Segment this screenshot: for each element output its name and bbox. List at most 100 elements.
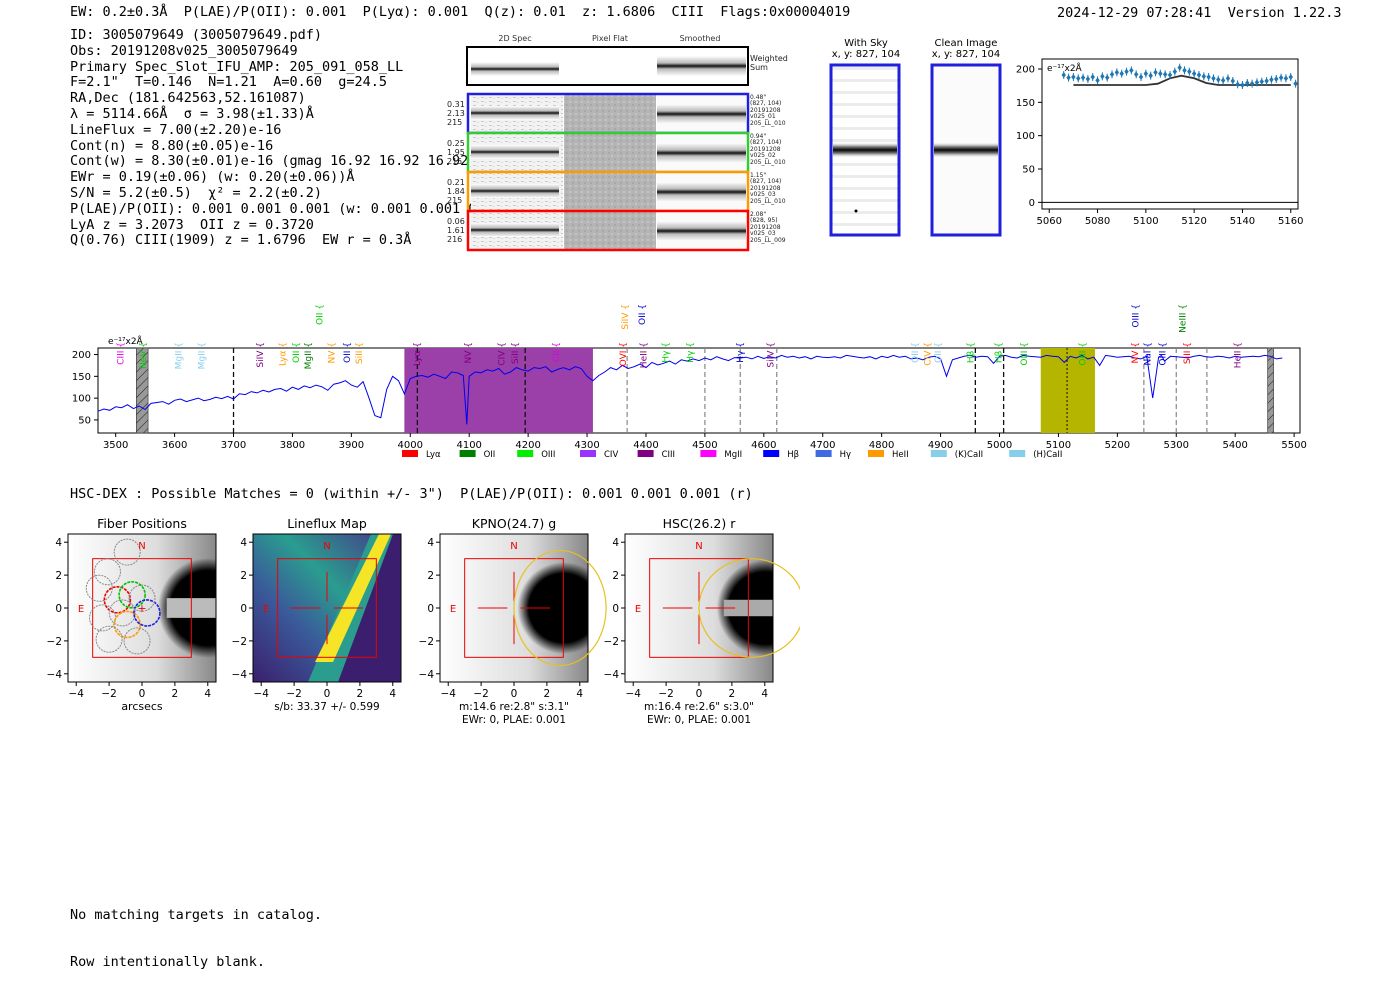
x-tick-label: 5100 <box>1046 440 1071 451</box>
emission-line-label: Lyα { <box>413 342 423 366</box>
x-tick-label: 4100 <box>456 440 481 451</box>
clean-image-panel: Clean Image x, y: 827, 104 <box>926 38 1006 60</box>
source-ellipse <box>513 549 607 667</box>
legend-entry: HeII <box>868 450 909 460</box>
emission-line-label: NV { <box>464 342 474 363</box>
svg-text:Hβ: Hβ <box>787 450 799 460</box>
highlight-span <box>1040 348 1095 433</box>
fiber-circle <box>128 584 156 612</box>
aperture-box <box>464 558 564 658</box>
emission-line-label: MgII { <box>304 342 314 369</box>
thumbnail-panel: Fiber Positions + N E −4 −4 −2 −2 0 0 2 2 4 4 arcsecs <box>47 516 217 713</box>
x-tick-label: 4500 <box>692 440 717 451</box>
emission-line-label: CIV { <box>498 342 508 366</box>
legend-entry: Lyα <box>402 450 441 460</box>
thumbnail-panel: Lineflux Map N E −4 −4 −2 −2 0 0 2 2 4 4 s/b: 33.37 +… <box>232 516 402 713</box>
y-tick-label: 4 <box>427 537 434 549</box>
data-point <box>1191 70 1197 77</box>
x-axis-label: arcsecs <box>121 700 163 713</box>
catalog-match-line: HSC-DEX : Possible Matches = 0 (within +… <box>70 486 753 502</box>
data-point <box>1061 72 1066 78</box>
y-tick-label: −4 <box>232 669 248 681</box>
emission-line-label: Hγ { <box>736 342 746 363</box>
x-tick-label: 4 <box>389 688 396 700</box>
emission-line-label: OII { <box>911 342 921 363</box>
north-label: N <box>510 541 517 552</box>
emission-line-label: CIII { <box>116 342 126 365</box>
north-label: N <box>323 541 330 552</box>
x-tick-label: 5140 <box>1230 216 1255 227</box>
thumbnail-title: KPNO(24.7) g <box>472 516 556 531</box>
data-point <box>1172 68 1178 75</box>
x-tick-label: 4700 <box>810 440 835 451</box>
cutout-row-stats: 0.21 1.84 215 <box>447 178 465 205</box>
y-tick-label: 100 <box>72 394 91 405</box>
masked-region <box>1267 347 1274 434</box>
data-point <box>1114 69 1120 76</box>
x-tick-label: 5200 <box>1105 440 1130 451</box>
svg-text:(H)CaII: (H)CaII <box>1033 450 1062 460</box>
y-tick-label: −2 <box>232 636 247 648</box>
data-point <box>1167 72 1173 78</box>
fiber-circle <box>95 625 123 653</box>
y-tick-label: 0 <box>427 603 434 615</box>
emission-line-label: CIV { <box>924 342 934 366</box>
fiber-circle <box>113 538 141 566</box>
x-tick-label: −4 <box>440 688 456 700</box>
legend-entry: Hβ <box>763 450 799 460</box>
info-line: Obs: 20191208v025_3005079649 <box>70 42 298 59</box>
center-marker: + <box>137 602 146 615</box>
x-tick-label: 4 <box>761 688 768 700</box>
fiber-circle <box>85 574 113 602</box>
emission-line-label: SiII { <box>1183 342 1193 364</box>
data-point <box>1274 76 1279 82</box>
y-tick-label: 50 <box>78 415 91 426</box>
x-tick-label: 2 <box>172 688 179 700</box>
zoom-units: e⁻¹⁷x2Å <box>1047 62 1083 74</box>
weighted-sum-label: Weighted Sum <box>750 54 788 72</box>
x-tick-label: 5160 <box>1278 216 1303 227</box>
info-line: RA,Dec (181.642563,52.161087) <box>70 90 306 107</box>
sky-images <box>829 63 1002 237</box>
svg-text:CIV: CIV <box>604 450 618 460</box>
version: Version 1.22.3 <box>1227 5 1342 21</box>
svg-text:CIII: CIII <box>662 450 675 460</box>
emission-line-label: Hγ { <box>661 342 671 363</box>
y-tick-label: −4 <box>604 669 620 681</box>
col-label-smoothed: Smoothed <box>679 34 721 43</box>
full-spectrum-chart: 3500 3600 3700 3800 3900 4000 4100 4200 4300 4400… <box>72 304 1307 460</box>
emission-line-label: OIII { <box>1159 342 1169 366</box>
x-tick-label: 3500 <box>103 440 128 451</box>
emission-line-label: CII { <box>552 342 562 362</box>
y-tick-label: −2 <box>604 636 619 648</box>
highlight-span <box>404 348 593 433</box>
y-tick-label: 4 <box>240 537 247 549</box>
emission-line-label: NeV { <box>139 342 149 369</box>
col-label-2dspec: 2D Spec <box>498 34 532 43</box>
x-tick-label: −4 <box>625 688 641 700</box>
with-sky-panel: With Sky x, y: 827, 104 <box>826 38 906 60</box>
y-tick-label: 0 <box>612 603 619 615</box>
data-point <box>1264 78 1269 84</box>
cutout-row <box>466 92 750 135</box>
thumbnail-panel: KPNO(24.7) g N E −4 −4 −2 −2 0 0 2 2 4 4 m:14.6 re:2.… <box>419 516 607 725</box>
cutout-images <box>466 46 750 252</box>
y-tick-label: 150 <box>1016 98 1035 109</box>
y-tick-label: 2 <box>55 570 62 582</box>
timestamp-version: 2024-12-29 07:28:41 Version 1.22.3 <box>1057 5 1342 21</box>
x-tick-label: 0 <box>324 688 331 700</box>
legend-entry: Hγ <box>815 450 851 460</box>
data-point <box>1119 70 1124 77</box>
data-point <box>1225 75 1231 82</box>
x-tick-label: 0 <box>511 688 518 700</box>
clean-image-coords: x, y: 827, 104 <box>931 49 1001 60</box>
y-tick-label: 50 <box>1022 165 1035 176</box>
emission-line-label: NV { <box>327 342 337 363</box>
y-tick-label: −2 <box>47 636 62 648</box>
emission-line-label: Hβ { <box>994 342 1004 363</box>
y-tick-label: 4 <box>55 537 62 549</box>
x-tick-label: 0 <box>139 688 146 700</box>
aperture-box <box>649 558 749 658</box>
zoom-axes <box>1041 58 1299 210</box>
spectrum-line <box>97 354 1283 425</box>
